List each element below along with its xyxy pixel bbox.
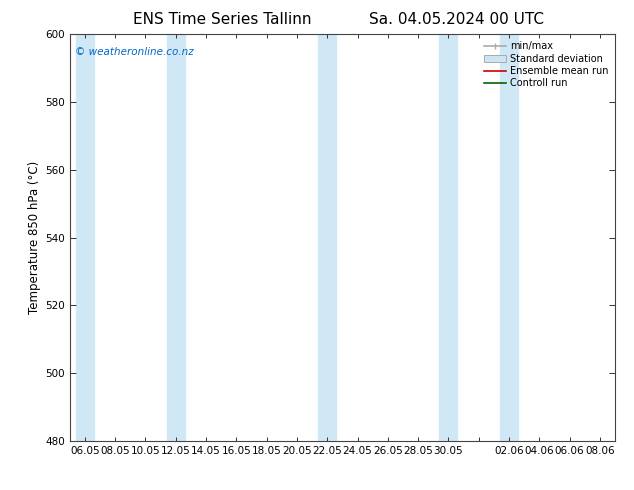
Bar: [167, 34, 185, 441]
Text: ENS Time Series Tallinn: ENS Time Series Tallinn: [133, 12, 311, 27]
Bar: [318, 34, 336, 441]
Bar: [500, 34, 518, 441]
Text: © weatheronline.co.nz: © weatheronline.co.nz: [75, 47, 194, 56]
Y-axis label: Temperature 850 hPa (°C): Temperature 850 hPa (°C): [28, 161, 41, 314]
Legend: min/max, Standard deviation, Ensemble mean run, Controll run: min/max, Standard deviation, Ensemble me…: [482, 39, 610, 90]
Bar: [439, 34, 458, 441]
Text: Sa. 04.05.2024 00 UTC: Sa. 04.05.2024 00 UTC: [369, 12, 544, 27]
Bar: [76, 34, 94, 441]
